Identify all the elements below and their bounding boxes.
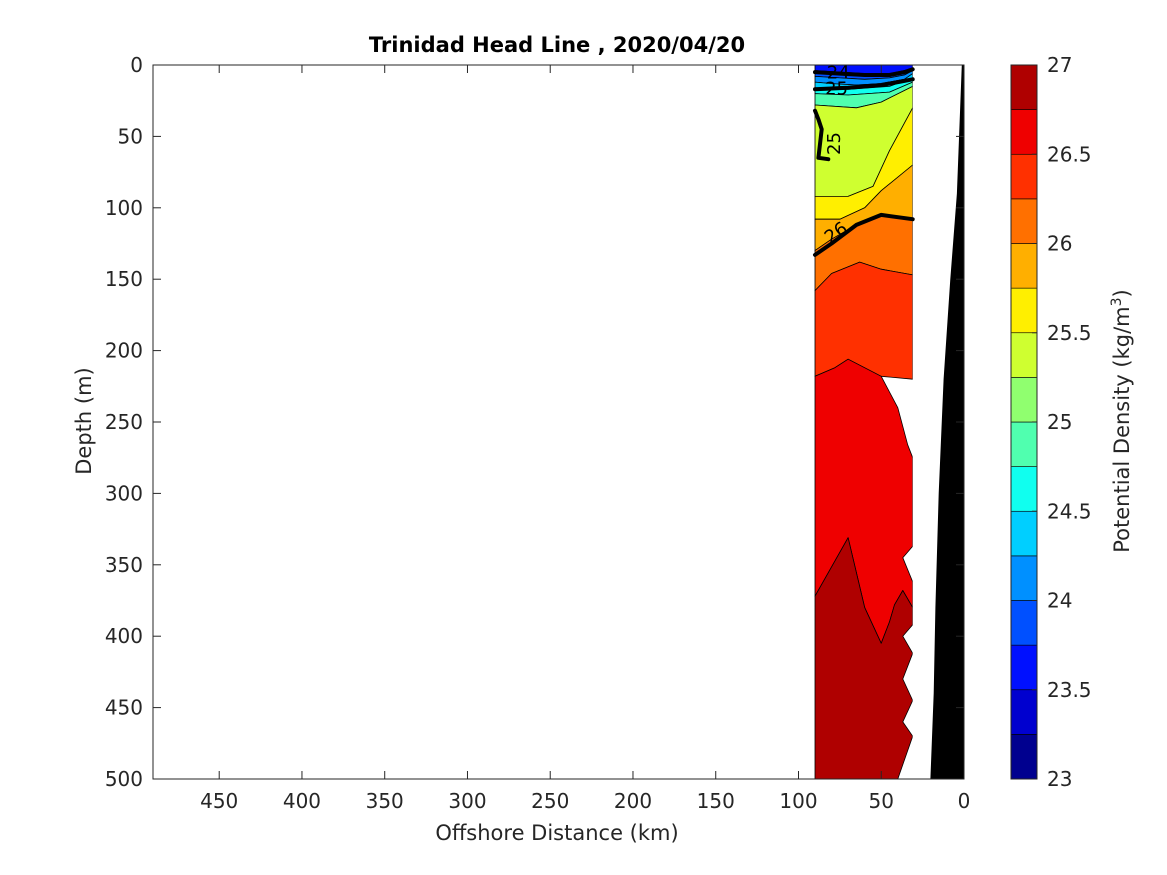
colorbar-label-main: Potential Density (kg/m	[1110, 306, 1134, 552]
y-tick-label: 50	[118, 124, 143, 148]
colorbar-tick-label: 24	[1047, 589, 1072, 613]
colorbar-swatch	[1010, 377, 1038, 423]
density-band	[814, 537, 914, 780]
y-tick-label: 500	[105, 767, 143, 791]
chart-title: Trinidad Head Line , 2020/04/20	[369, 33, 745, 57]
y-tick-label: 300	[105, 481, 143, 505]
contour-label: 25	[825, 78, 848, 99]
x-tick-label: 450	[200, 789, 238, 813]
colorbar-tick-label: 26	[1047, 232, 1072, 256]
colorbar-tick-label: 25.5	[1047, 321, 1092, 345]
x-tick-label: 400	[283, 789, 321, 813]
x-axis-label: Offshore Distance (km)	[435, 821, 678, 845]
x-tick-label: 200	[614, 789, 652, 813]
masked-region	[912, 65, 963, 779]
y-tick-label: 0	[130, 53, 143, 77]
x-tick-label: 100	[779, 789, 817, 813]
x-tick-label: 150	[697, 789, 735, 813]
colorbar-swatch	[1010, 109, 1038, 155]
x-tick-label: 0	[958, 789, 971, 813]
y-tick-label: 100	[105, 196, 143, 220]
density-band	[814, 261, 914, 380]
colorbar-label: Potential Density (kg/m3)	[1109, 289, 1134, 553]
y-tick-label: 150	[105, 267, 143, 291]
x-tick-label: 300	[448, 789, 486, 813]
colorbar-tick-label: 23.5	[1047, 678, 1092, 702]
colorbar-swatch	[1010, 287, 1038, 334]
y-tick-label: 450	[105, 696, 143, 720]
contour-label: 25	[824, 132, 845, 155]
colorbar-tick-label: 25	[1047, 410, 1072, 434]
colorbar-tick-label: 27	[1047, 53, 1072, 77]
colorbar-tick-label: 23	[1047, 767, 1072, 791]
y-tick-label: 250	[105, 410, 143, 434]
colorbar-swatch	[1010, 421, 1038, 467]
colorbar-swatch	[1010, 153, 1038, 200]
colorbar-swatch	[1010, 243, 1038, 289]
y-tick-label: 200	[105, 339, 143, 363]
colorbar-tick-label: 24.5	[1047, 499, 1092, 523]
x-tick-label: 350	[366, 789, 404, 813]
colorbar-swatch	[1010, 555, 1038, 601]
x-tick-label: 50	[869, 789, 894, 813]
colorbar-swatch	[1010, 198, 1038, 244]
x-tick-label: 250	[531, 789, 569, 813]
x-axis: 450 400 350 300 250 200 150 100 50 0	[200, 65, 970, 813]
contour-line-25	[813, 77, 915, 92]
colorbar-swatch	[1010, 510, 1038, 557]
colorbar-swatch	[1010, 644, 1038, 691]
colorbar-swatch	[1010, 64, 1038, 110]
colorbar-swatch	[1010, 332, 1038, 378]
contour-line-25	[813, 108, 831, 162]
contour-label: 24	[827, 63, 850, 84]
colorbar-tick-label: 26.5	[1047, 142, 1092, 166]
colorbar-swatch	[1010, 689, 1038, 735]
colorbar-label-superscript: 3	[1109, 297, 1125, 306]
y-tick-label: 350	[105, 553, 143, 577]
contour-line-26	[813, 212, 915, 257]
y-tick-label: 400	[105, 624, 143, 648]
y-axis: 0 50 100 150 200 250 300 350 400 450 500	[105, 53, 964, 791]
contour-line-24	[813, 67, 915, 77]
colorbar-swatch	[1010, 466, 1038, 512]
colorbar-swatch	[1010, 734, 1038, 780]
colorbar-label-end: )	[1110, 289, 1134, 297]
y-axis-label: Depth (m)	[72, 367, 96, 474]
colorbar-swatch	[1010, 600, 1038, 646]
colorbar: 23 23.5 24 24.5 25 25.5 26 26.5 27	[1010, 53, 1092, 791]
